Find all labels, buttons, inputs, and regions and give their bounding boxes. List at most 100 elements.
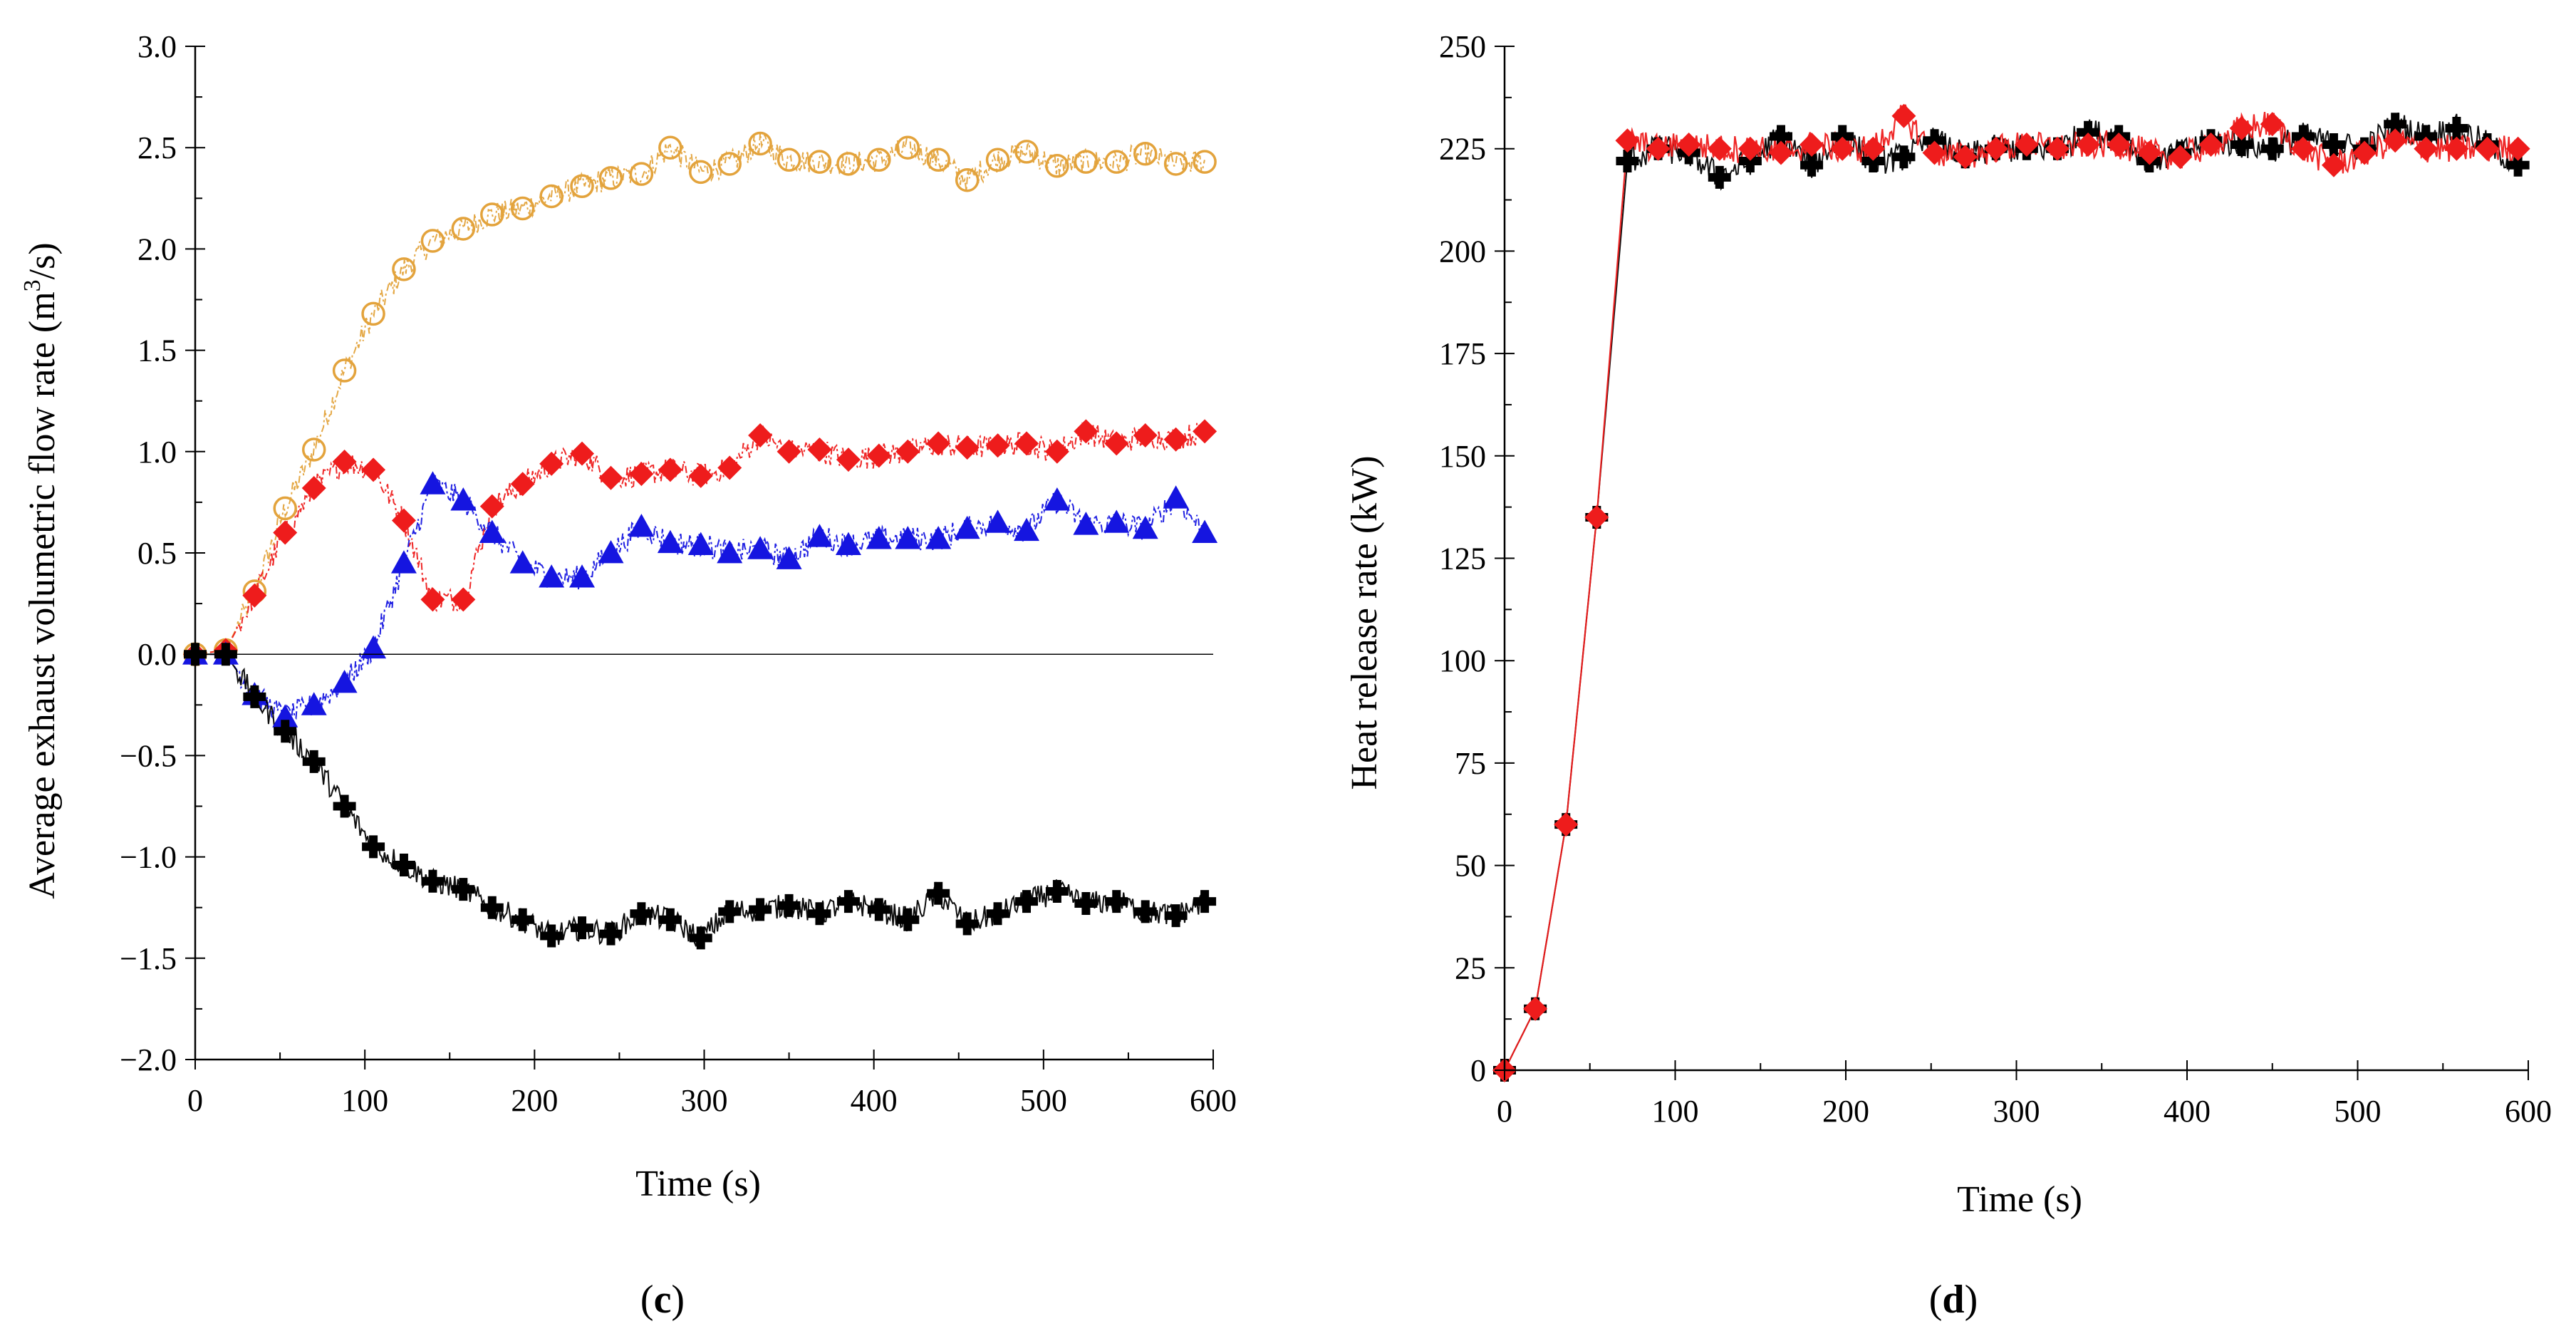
chart-c-marker-black-crosses bbox=[540, 924, 564, 948]
chart-c-marker-black-crosses bbox=[571, 916, 594, 940]
chart-d-marker-black-crosses bbox=[1616, 149, 1639, 172]
chart-d-x-tick-label: 500 bbox=[2334, 1094, 2382, 1129]
chart-c-marker-orange-circles bbox=[1133, 141, 1158, 166]
chart-d-x-tick-label: 600 bbox=[2505, 1094, 2552, 1129]
chart-d-marker-red-diamonds bbox=[1676, 132, 1701, 157]
chart-d-traces bbox=[1504, 104, 2519, 1071]
chart-c-marker-orange-circles bbox=[748, 131, 772, 156]
chart-c-marker-black-crosses bbox=[986, 902, 1009, 926]
chart-c-marker-red-diamonds bbox=[1044, 439, 1069, 464]
chart-c-marker-blue-triangles bbox=[806, 524, 833, 547]
chart-d-marker-red-diamonds bbox=[2414, 136, 2439, 161]
chart-c-marker-red-diamonds bbox=[332, 450, 357, 475]
chart-d-x-tick-label: 0 bbox=[1497, 1094, 1512, 1129]
chart-c-marker-orange-circles bbox=[926, 147, 950, 172]
chart-c-marker-blue-triangles bbox=[420, 471, 446, 494]
chart-c-marker-orange-circles bbox=[629, 162, 654, 186]
chart-c-marker-black-crosses bbox=[243, 685, 266, 708]
chart-c-marker-orange-circles bbox=[658, 135, 682, 160]
chart-c-marker-red-diamonds bbox=[777, 439, 801, 464]
chart-c-marker-orange-circles bbox=[955, 167, 980, 192]
chart-c-marker-orange-circles bbox=[273, 496, 297, 521]
chart-c-marker-red-diamonds bbox=[301, 475, 326, 500]
chart-c-marker-blue-triangles bbox=[776, 546, 802, 569]
chart-d-marker-black-crosses bbox=[1923, 129, 1946, 152]
chart-c-marker-red-diamonds bbox=[479, 494, 504, 519]
chart-d-y-tick-label: 175 bbox=[1439, 336, 1486, 371]
chart-c-marker-orange-circles bbox=[1074, 150, 1099, 174]
chart-c-marker-blue-triangles bbox=[747, 536, 774, 559]
chart-d-marker-red-diamonds bbox=[2076, 132, 2101, 157]
chart-c-tick-labels: −2.0 −1.5 −1.0 −0.5 0.0 0.5 1.0 1.5 2.0 2.5 3.0 0 10… bbox=[120, 29, 1237, 1118]
chart-d-marker-red-diamonds bbox=[1707, 136, 1732, 161]
chart-c-marker-blue-triangles bbox=[954, 515, 980, 539]
chart-c-marker-orange-circles bbox=[420, 229, 445, 253]
chart-d-x-tick-label: 200 bbox=[1822, 1094, 1869, 1129]
chart-c-marker-blue-triangles bbox=[1014, 517, 1040, 542]
chart-c-marker-black-crosses bbox=[511, 908, 534, 931]
chart-d-y-tick-label: 250 bbox=[1439, 29, 1486, 64]
chart-c-marker-orange-circles bbox=[361, 301, 385, 326]
chart-c-marker-black-crosses bbox=[333, 794, 356, 818]
chart-d-marker-black-crosses bbox=[2322, 133, 2345, 156]
chart-c-marker-orange-circles bbox=[570, 174, 594, 198]
panel-label-c-letter: c bbox=[654, 1278, 672, 1322]
chart-c-marker-orange-circles bbox=[1163, 152, 1188, 176]
chart-d-x-tick-label: 100 bbox=[1652, 1094, 1699, 1129]
chart-c-marker-blue-triangles bbox=[1103, 509, 1130, 533]
chart-c-marker-black-crosses bbox=[1193, 890, 1217, 913]
chart-d-marker-red-diamonds bbox=[2107, 132, 2131, 157]
chart-d-marker-red-diamonds bbox=[1738, 136, 1762, 161]
panel-label-d: (d) bbox=[1929, 1278, 1978, 1322]
chart-c-marker-black-crosses bbox=[927, 881, 950, 905]
chart-c-x-tick-label: 100 bbox=[341, 1083, 388, 1118]
chart-d-y-tick-label: 200 bbox=[1439, 234, 1486, 269]
chart-c-marker-red-diamonds bbox=[1014, 431, 1039, 456]
chart-c-marker-orange-circles bbox=[1014, 140, 1039, 164]
chart-c-y-tick-label: 2.5 bbox=[137, 130, 177, 165]
chart-c-marker-black-crosses bbox=[1045, 879, 1069, 903]
chart-c-marker-orange-circles bbox=[867, 147, 891, 172]
chart-c-marker-orange-circles bbox=[480, 202, 504, 227]
chart-d-marker-red-diamonds bbox=[2014, 132, 2039, 157]
chart-d-marker-red-diamonds bbox=[1953, 145, 1978, 170]
chart-c-marker-blue-triangles bbox=[331, 670, 358, 693]
chart-d-marker-black-crosses bbox=[2260, 137, 2284, 160]
chart-c-y-tick-label: −0.5 bbox=[120, 738, 177, 773]
chart-c-marker-orange-circles bbox=[539, 184, 564, 209]
chart-c-marker-red-diamonds bbox=[1193, 419, 1217, 444]
chart-c-y-tick-label: −2.0 bbox=[120, 1042, 177, 1077]
chart-c-marker-red-diamonds bbox=[451, 587, 476, 612]
chart-c-marker-blue-triangles bbox=[628, 514, 655, 537]
chart-d-marker-black-crosses bbox=[2445, 116, 2468, 140]
chart-d-marker-red-diamonds bbox=[2260, 112, 2285, 137]
chart-c-x-tick-label: 600 bbox=[1190, 1083, 1237, 1118]
chart-c-marker-black-crosses bbox=[718, 900, 742, 923]
chart-d-marker-black-crosses bbox=[1861, 149, 1885, 172]
chart-d-marker-black-crosses bbox=[1831, 125, 1854, 148]
chart-c-marker-black-crosses bbox=[896, 908, 920, 931]
chart-c-x-tick-label: 300 bbox=[681, 1083, 728, 1118]
chart-d-y-tick-label: 225 bbox=[1439, 132, 1486, 167]
chart-c-marker-blue-triangles bbox=[717, 540, 743, 564]
chart-c-marker-red-diamonds bbox=[717, 455, 742, 480]
chart-c-marker-black-crosses bbox=[808, 902, 831, 926]
chart-c-y-tick-label: −1.0 bbox=[120, 840, 177, 875]
chart-d-y-tick-label: 125 bbox=[1439, 542, 1486, 576]
chart-d-marker-red-diamonds bbox=[2198, 132, 2223, 157]
chart-c-marker-red-diamonds bbox=[598, 465, 623, 490]
chart-c-marker-blue-triangles bbox=[866, 526, 892, 549]
chart-c-marker-black-crosses bbox=[1105, 890, 1128, 913]
chart-c-marker-black-crosses bbox=[1133, 900, 1157, 923]
chart-d-marker-red-diamonds bbox=[2321, 152, 2346, 177]
chart-d-marker-red-diamonds bbox=[1768, 140, 1793, 165]
chart-c-marker-orange-circles bbox=[985, 147, 1010, 172]
chart-c-marker-blue-triangles bbox=[272, 704, 298, 727]
chart-c-marker-orange-circles bbox=[392, 257, 416, 281]
chart-c-marker-blue-triangles bbox=[1192, 519, 1218, 543]
chart-c-axes bbox=[185, 46, 1214, 1070]
chart-c-marker-blue-triangles bbox=[1044, 487, 1070, 511]
chart-c-marker-red-diamonds bbox=[807, 437, 832, 462]
chart-c-marker-blue-triangles bbox=[657, 529, 683, 554]
